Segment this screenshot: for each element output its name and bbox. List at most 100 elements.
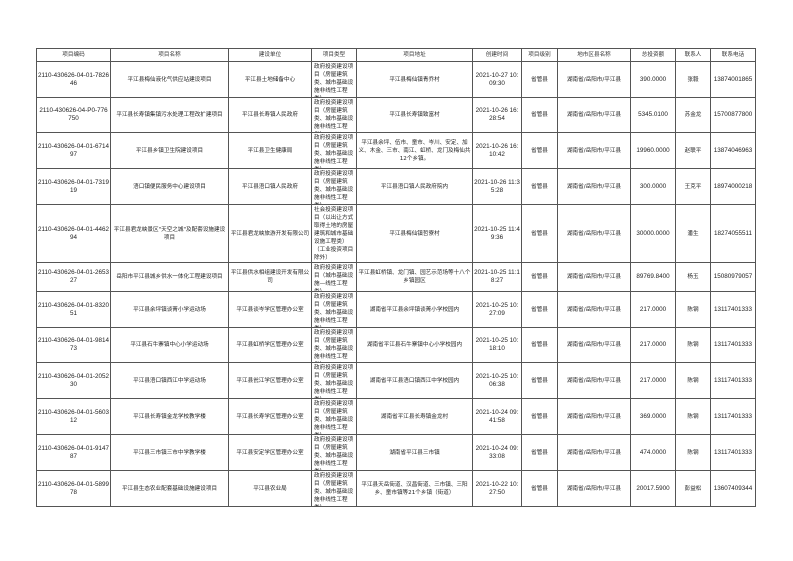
header-name: 项目名称 [110, 48, 229, 62]
cell-type: 政府投资建设项目（房屋建筑类、城市基础设施非线性工程类） [311, 362, 357, 399]
cell-address: 平江县余坪、伍市、童市、岑川、安定、加义、木金、三市、南江、虹桥、龙门及梅仙共1… [356, 132, 473, 169]
cell-region: 湖南省/岳阳市/平江县 [557, 168, 631, 205]
table-row: 2110-430626-04-01-205230 平江县浯口镇西江中学运动场 平江县… [36, 362, 756, 399]
project-type-text: 政府投资建设项目（房屋建筑类、城市基础设施非线性工程类） [314, 99, 354, 130]
cell-address: 平江县梅仙镇哲寮村 [356, 204, 473, 263]
cell-phone: 18974000218 [710, 168, 756, 205]
project-type-text: 社会投资建设项目（以出让方式取得土地的房屋建筑和城市基础设施工程类）（工业投资项… [314, 206, 354, 261]
cell-investment: 300.0000 [630, 168, 676, 205]
cell-name: 平江县长寿镇集镇污水处理工程改扩建项目 [110, 97, 229, 133]
header-level: 项目级别 [521, 48, 558, 62]
cell-level: 省管县 [521, 204, 558, 263]
header-unit: 建设单位 [228, 48, 312, 62]
cell-code: 2110-430626-04-01-782646 [36, 61, 111, 98]
cell-code: 2110-430626-04-01-914787 [36, 434, 111, 471]
cell-region: 湖南省/岳阳市/平江县 [557, 262, 631, 292]
cell-code: 2110-430626-04-01-265327 [36, 262, 111, 292]
cell-phone: 13607409344 [710, 470, 756, 507]
cell-region: 湖南省/岳阳市/平江县 [557, 291, 631, 328]
cell-address: 平江县虹桥镇、龙门镇、园艺示范场等十八个乡镇园区 [356, 262, 473, 292]
project-type-text: 政府投资建设项目（房屋建筑类、城市基础设施非线性工程类） [314, 364, 354, 398]
cell-unit: 平江县安定学区管理办公室 [228, 434, 312, 471]
cell-level: 省管县 [521, 470, 558, 507]
cell-name: 平江县梅仙液化气供应站建设项目 [110, 61, 229, 98]
cell-created: 2021-10-27 10:09:30 [472, 61, 522, 98]
cell-created: 2021-10-24 09:41:58 [472, 398, 522, 435]
cell-region: 湖南省/岳阳市/平江县 [557, 362, 631, 399]
cell-contact: 陈钢 [675, 362, 711, 399]
table-header-row: 项目编码 项目名称 建设单位 项目类型 项目地址 创建时间 项目级别 地市区县名称 总投资额 联系… [36, 48, 756, 62]
cell-code: 2110-430626-04-01-589978 [36, 470, 111, 507]
header-region: 地市区县名称 [557, 48, 631, 62]
cell-contact: 杨玉 [675, 262, 711, 292]
cell-level: 省管县 [521, 168, 558, 205]
table-row: 2110-430626-04-01-671497 平江县乡镇卫生院建设项目 平江县卫… [36, 132, 756, 169]
cell-address: 平江县长寿镇致富村 [356, 97, 473, 133]
cell-created: 2021-10-22 10:27:50 [472, 470, 522, 507]
cell-code: 2110-430626-04-01-981473 [36, 327, 111, 363]
cell-unit: 平江县长寿学区管理办公室 [228, 398, 312, 435]
table-row: 2110-430626-04-01-782646 平江县梅仙液化气供应站建设项目平… [36, 61, 756, 98]
cell-created: 2021-10-25 10:27:09 [472, 291, 522, 328]
cell-address: 湖南省平江县浯口镇西江中学校园内 [356, 362, 473, 399]
cell-code: 2110-430626-04-01-731919 [36, 168, 111, 205]
cell-phone: 13117401333 [710, 434, 756, 471]
cell-name: 平江县浯口镇西江中学运动场 [110, 362, 229, 399]
cell-unit: 平江县卫生健康局 [228, 132, 312, 169]
table-row: 2110-430626-04-01-265327 岳阳市平江县城乡供水一体化工程建… [36, 262, 756, 292]
header-address: 项目地址 [356, 48, 473, 62]
cell-region: 湖南省/岳阳市/平江县 [557, 97, 631, 133]
cell-level: 省管县 [521, 132, 558, 169]
project-type-text: 政府投资建设项目（房屋建筑类、城市基础设施非线性工程类） [314, 134, 354, 168]
cell-investment: 5345.0100 [630, 97, 676, 133]
cell-phone: 18274055511 [710, 204, 756, 263]
cell-contact: 陈钢 [675, 434, 711, 471]
cell-unit: 平江县长寿镇人民政府 [228, 97, 312, 133]
cell-created: 2021-10-24 09:33:08 [472, 434, 522, 471]
cell-created: 2021-10-26 11:35:28 [472, 168, 522, 205]
cell-contact: 王克平 [675, 168, 711, 205]
cell-unit: 平江县土地储备中心 [228, 61, 312, 98]
cell-contact: 陈钢 [675, 398, 711, 435]
cell-phone: 13117401333 [710, 291, 756, 328]
cell-region: 湖南省/岳阳市/平江县 [557, 204, 631, 263]
table-row: 2110-430626-04-01-981473 平江县石牛寨镇中心小学运动场 平江… [36, 327, 756, 363]
project-table: 项目编码 项目名称 建设单位 项目类型 项目地址 创建时间 项目级别 地市区县名称 总投资额 联系… [36, 48, 756, 507]
cell-region: 湖南省/岳阳市/平江县 [557, 61, 631, 98]
cell-contact: 张毅 [675, 61, 711, 98]
cell-investment: 217.0000 [630, 362, 676, 399]
cell-address: 湖南省平江县长寿镇金龙村 [356, 398, 473, 435]
cell-contact: 赵联平 [675, 132, 711, 169]
header-created: 创建时间 [472, 48, 522, 62]
project-type-text: 政府投资建设项目（房屋建筑类、城市基础设施非线性工程类） [314, 329, 354, 360]
cell-investment: 217.0000 [630, 291, 676, 328]
table-row: 2110-430626-04-01-589978 平江县生态农业配套基础设施建设项… [36, 470, 756, 507]
cell-type: 政府投资建设项目（房屋建筑类、城市基础设施非线性工程类） [311, 434, 357, 471]
cell-type: 政府投资建设项目（房屋建筑类、城市基础设施非线性工程类） [311, 61, 357, 98]
cell-phone: 13874046963 [710, 132, 756, 169]
cell-type: 政府投资建设项目（房屋建筑类、城市基础设施非线性工程类） [311, 470, 357, 507]
cell-investment: 369.0000 [630, 398, 676, 435]
header-phone: 联系电话 [710, 48, 756, 62]
cell-address: 平江县梅仙镇青乔村 [356, 61, 473, 98]
cell-region: 湖南省/岳阳市/平江县 [557, 434, 631, 471]
cell-investment: 89769.8400 [630, 262, 676, 292]
table-row: 2110-430626-04-01-832051 平江县余坪镇谈菁小学运动场 平江县… [36, 291, 756, 328]
cell-code: 2110-430626-04-P0-776750 [36, 97, 111, 133]
cell-address: 平江县天岳街道、汉昌街道、三市镇、三阳乡、童市镇等21个乡镇（街道） [356, 470, 473, 507]
table-row: 2110-430626-04-01-914787 平江县三市镇三市中学教学楼 平江县… [36, 434, 756, 471]
cell-unit: 平江县瓮江学区管理办公室 [228, 362, 312, 399]
cell-created: 2021-10-25 11:49:36 [472, 204, 522, 263]
project-type-text: 政府投资建设项目（房屋建筑类、城市基础设施非线性工程类） [314, 63, 354, 97]
header-investment: 总投资额 [630, 48, 676, 62]
cell-address: 湖南省平江县石牛寨镇中心小学校园内 [356, 327, 473, 363]
cell-unit: 平江县供水相组建设开发有限公司 [228, 262, 312, 292]
table-row: 2110-430626-04-P0-776750 平江县长寿镇集镇污水处理工程改扩… [36, 97, 756, 133]
project-type-text: 政府投资建设项目（房屋建筑类、城市基础设施非线性工程类） [314, 293, 354, 327]
cell-name: 平江县长寿镇金龙学校教学楼 [110, 398, 229, 435]
cell-code: 2110-430626-04-01-832051 [36, 291, 111, 328]
cell-contact: 彭益松 [675, 470, 711, 507]
cell-investment: 30000.0000 [630, 204, 676, 263]
cell-created: 2021-10-26 16:10:42 [472, 132, 522, 169]
cell-created: 2021-10-25 10:18:10 [472, 327, 522, 363]
